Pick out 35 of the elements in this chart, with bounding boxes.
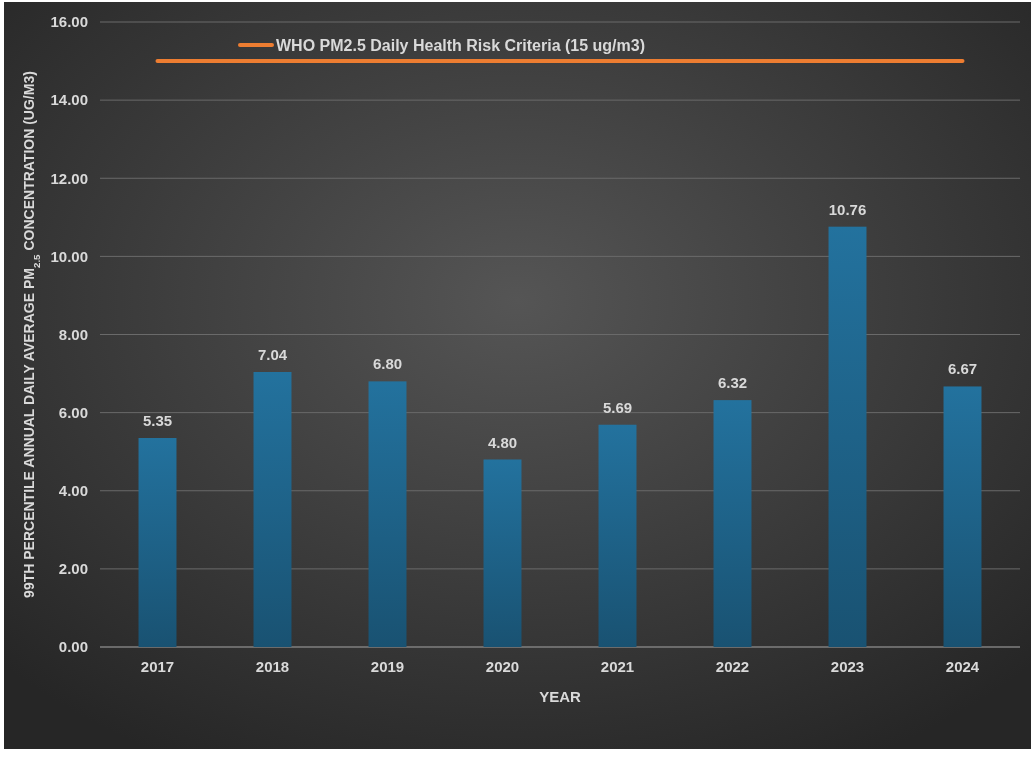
data-label: 5.35 [142, 412, 173, 430]
y-tick-label: 6.00 [58, 403, 88, 421]
data-label: 7.04 [257, 346, 288, 363]
y-tick-label: 2.00 [58, 560, 88, 578]
legend-label: WHO PM2.5 Daily Health Risk Criteria (15 ug/m3) [276, 36, 645, 54]
y-tick-label: 16.00 [50, 13, 88, 31]
bar [368, 381, 407, 647]
data-label: 5.69 [602, 398, 633, 416]
y-tick-label: 10.00 [50, 247, 88, 265]
data-label: 6.80 [372, 355, 403, 373]
x-tick-label: 2019 [370, 658, 405, 675]
data-label: 4.80 [487, 433, 518, 451]
x-tick-label: 2022 [715, 658, 750, 675]
y-tick-label: 14.00 [50, 91, 88, 109]
y-tick-label: 0.00 [58, 638, 88, 656]
bar [713, 400, 752, 647]
x-tick-label: 2021 [600, 658, 635, 675]
bar [253, 372, 292, 647]
bar [138, 438, 177, 647]
bar [828, 226, 867, 647]
x-tick-label: 2023 [830, 658, 865, 675]
x-tick-label: 2018 [255, 658, 290, 675]
bar [598, 424, 637, 647]
bar [943, 386, 982, 647]
x-axis-title: YEAR [539, 688, 581, 705]
x-tick-label: 2017 [140, 658, 175, 675]
y-tick-label: 8.00 [58, 325, 88, 343]
y-tick-label: 4.00 [58, 482, 88, 499]
data-label: 6.67 [947, 360, 978, 378]
bar [483, 459, 522, 647]
x-tick-label: 2020 [485, 658, 520, 675]
data-label: 10.76 [828, 200, 867, 218]
y-tick-label: 12.00 [50, 169, 88, 187]
x-tick-label: 2024 [945, 658, 980, 675]
data-label: 6.32 [717, 374, 748, 392]
